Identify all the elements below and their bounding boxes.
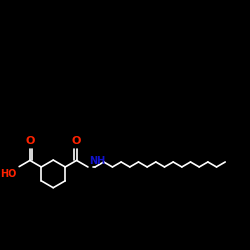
Text: O: O — [72, 136, 81, 146]
Text: O: O — [25, 136, 34, 146]
Text: NH: NH — [89, 156, 105, 166]
Text: HO: HO — [0, 169, 17, 179]
